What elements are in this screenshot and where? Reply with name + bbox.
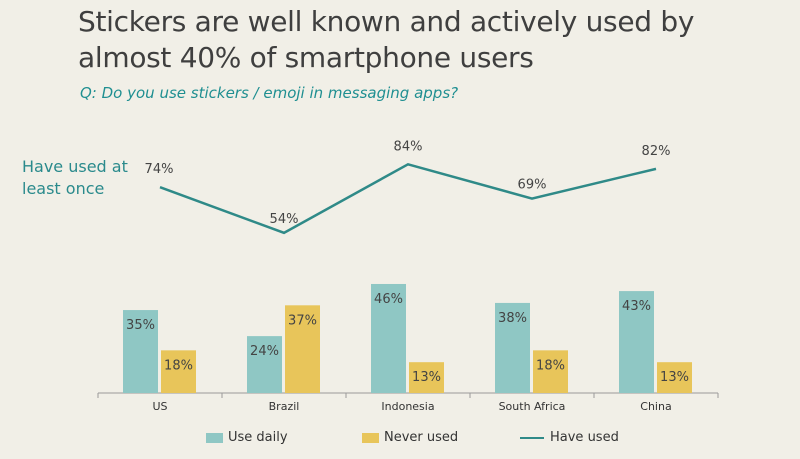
line-label-have-used-us: 74% (145, 162, 174, 177)
bar-label-never-used-us: 18% (164, 358, 193, 373)
bar-use-daily-south-africa (495, 302, 530, 393)
category-label-china: China (640, 400, 671, 413)
legend-label-use-daily: Use daily (228, 430, 288, 445)
bar-label-use-daily-south-africa: 38% (498, 311, 527, 326)
chart-title: Stickers are well known and actively use… (78, 5, 695, 74)
line-have-used (159, 162, 657, 235)
have-used-annotation: Have used at least once (22, 157, 128, 198)
legend-swatch-never-used (362, 432, 379, 443)
bar-label-use-daily-brazil: 24% (250, 344, 279, 359)
bar-use-daily-indonesia (371, 283, 406, 393)
bar-label-never-used-south-africa: 18% (536, 358, 565, 373)
legend-swatch-have-used (520, 436, 544, 439)
line-label-have-used-brazil: 54% (270, 212, 299, 227)
bar-label-use-daily-indonesia: 46% (374, 292, 403, 307)
legend-item-never-used: Never used (362, 430, 458, 445)
bar-use-daily-china (619, 291, 654, 393)
legend-item-have-used: Have used (520, 430, 619, 445)
bar-label-use-daily-china: 43% (622, 299, 651, 314)
category-label-us: US (152, 400, 167, 413)
bar-label-use-daily-us: 35% (126, 318, 155, 333)
category-label-indonesia: Indonesia (381, 400, 434, 413)
bar-never-used-china (657, 362, 692, 393)
bar-never-used-us (161, 350, 196, 393)
bar-label-never-used-china: 13% (660, 370, 689, 385)
chart-subtitle: Q: Do you use stickers / emoji in messag… (80, 84, 459, 102)
chart-legend: Use daily Never used Have used (0, 430, 800, 450)
bar-use-daily-brazil (247, 336, 282, 393)
bar-use-daily-us (123, 310, 158, 393)
bar-label-never-used-brazil: 37% (288, 313, 317, 328)
line-label-have-used-indonesia: 84% (394, 139, 423, 154)
category-label-south-africa: South Africa (499, 400, 566, 413)
legend-item-use-daily: Use daily (206, 430, 288, 445)
line-label-have-used-south-africa: 69% (518, 178, 547, 193)
legend-swatch-use-daily (206, 432, 223, 443)
category-label-brazil: Brazil (269, 400, 300, 413)
bar-never-used-brazil (285, 305, 320, 393)
legend-label-never-used: Never used (384, 430, 459, 445)
bar-label-never-used-indonesia: 13% (412, 370, 441, 385)
line-label-have-used-china: 82% (642, 144, 671, 159)
legend-label-have-used: Have used (550, 430, 619, 445)
bar-never-used-south-africa (533, 350, 568, 393)
bar-never-used-indonesia (409, 362, 444, 393)
